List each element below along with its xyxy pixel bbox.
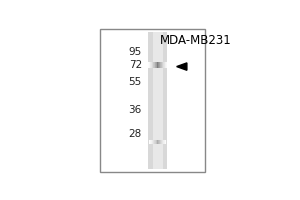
Text: 72: 72 [129, 60, 142, 70]
FancyBboxPatch shape [153, 62, 154, 68]
FancyBboxPatch shape [152, 62, 153, 68]
Text: MDA-MB231: MDA-MB231 [160, 34, 232, 47]
FancyBboxPatch shape [150, 62, 151, 68]
FancyBboxPatch shape [164, 140, 165, 144]
FancyBboxPatch shape [149, 140, 150, 144]
Text: 36: 36 [129, 105, 142, 115]
FancyBboxPatch shape [161, 140, 162, 144]
FancyBboxPatch shape [160, 62, 161, 68]
FancyBboxPatch shape [159, 140, 160, 144]
FancyBboxPatch shape [162, 140, 163, 144]
FancyBboxPatch shape [153, 140, 154, 144]
FancyBboxPatch shape [156, 140, 157, 144]
Text: 28: 28 [129, 129, 142, 139]
FancyBboxPatch shape [158, 140, 159, 144]
FancyBboxPatch shape [162, 62, 163, 68]
FancyBboxPatch shape [156, 62, 157, 68]
FancyBboxPatch shape [154, 140, 155, 144]
FancyBboxPatch shape [158, 62, 159, 68]
FancyBboxPatch shape [161, 62, 162, 68]
FancyBboxPatch shape [151, 140, 152, 144]
FancyBboxPatch shape [148, 62, 149, 68]
FancyBboxPatch shape [163, 62, 164, 68]
FancyBboxPatch shape [159, 62, 160, 68]
FancyBboxPatch shape [163, 140, 164, 144]
FancyBboxPatch shape [100, 29, 205, 172]
FancyBboxPatch shape [155, 140, 156, 144]
FancyBboxPatch shape [164, 62, 165, 68]
Polygon shape [177, 63, 187, 70]
Text: 95: 95 [129, 47, 142, 57]
FancyBboxPatch shape [154, 62, 155, 68]
FancyBboxPatch shape [157, 62, 158, 68]
FancyBboxPatch shape [149, 62, 150, 68]
FancyBboxPatch shape [157, 140, 158, 144]
FancyBboxPatch shape [165, 62, 166, 68]
FancyBboxPatch shape [165, 140, 166, 144]
FancyBboxPatch shape [155, 62, 156, 68]
Text: 55: 55 [129, 77, 142, 87]
FancyBboxPatch shape [152, 140, 153, 144]
FancyBboxPatch shape [151, 62, 152, 68]
FancyBboxPatch shape [148, 32, 167, 169]
FancyBboxPatch shape [150, 140, 151, 144]
FancyBboxPatch shape [153, 32, 163, 169]
FancyBboxPatch shape [160, 140, 161, 144]
FancyBboxPatch shape [160, 140, 161, 144]
